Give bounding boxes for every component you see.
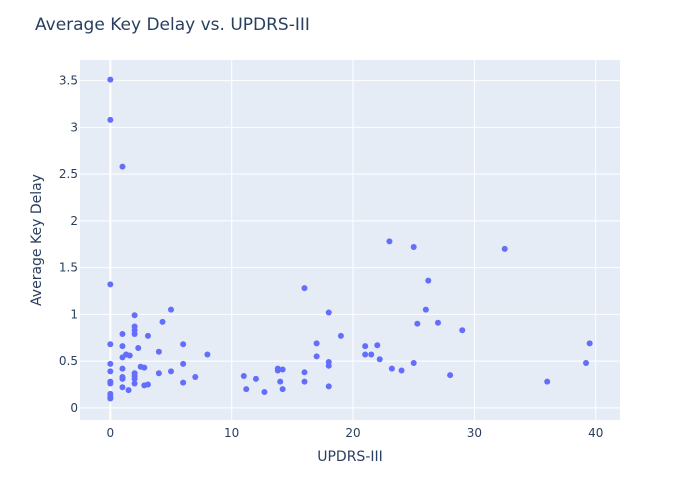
x-tick-label: 30 [467,426,482,440]
scatter-point [301,378,308,385]
scatter-point [119,163,126,170]
y-axis-title: Average Key Delay [29,174,45,306]
y-tick-label: 1 [70,307,78,321]
scatter-point [252,375,259,382]
data-points [107,76,593,402]
y-tick-label: 2 [70,214,78,228]
scatter-point [131,375,138,382]
plot-area [80,60,620,420]
scatter-point [434,319,441,326]
scatter-point [337,332,344,339]
y-tick-label: 0.5 [59,354,78,368]
scatter-point [180,360,187,367]
scatter-point [107,368,114,375]
scatter-point [388,365,395,372]
scatter-point [313,353,320,360]
y-tick-label: 0 [70,401,78,415]
scatter-point [374,342,381,349]
scatter-point [125,387,132,394]
scatter-point [301,369,308,376]
scatter-point [107,341,114,348]
scatter-point [414,320,421,327]
scatter-point [459,327,466,334]
scatter-point [425,277,432,284]
scatter-point [180,379,187,386]
scatter-point [107,380,114,387]
scatter-point [119,375,126,382]
scatter-point [501,245,508,252]
scatter-point [107,281,114,288]
scatter-point [243,386,250,393]
scatter-point [119,384,126,391]
scatter-point [362,343,369,350]
scatter-point [180,341,187,348]
scatter-point [410,359,417,366]
scatter-point [131,380,138,387]
x-tick-label: 40 [588,426,603,440]
y-tick-label: 3.5 [59,74,78,88]
scatter-point [107,360,114,367]
x-tick-label: 0 [107,426,115,440]
scatter-point [279,386,286,393]
scatter-point [368,351,375,358]
scatter-point [155,370,162,377]
scatter-point [586,340,593,347]
scatter-point [204,351,211,358]
scatter-point [261,388,268,395]
scatter-point [325,362,332,369]
scatter-point [119,343,126,350]
scatter-point [544,378,551,385]
scatter-point [277,378,284,385]
scatter-point [447,372,454,379]
scatter-point [274,367,281,374]
scatter-point [325,309,332,316]
scatter-point [141,364,148,371]
scatter-point [398,367,405,374]
x-tick-label: 20 [345,426,360,440]
scatter-point [159,318,166,325]
scatter-point [119,365,126,372]
scatter-point [386,238,393,245]
scatter-point [422,306,429,313]
scatter-point [155,348,162,355]
scatter-point [168,368,175,375]
scatter-point [126,352,133,359]
scatter-point [107,76,114,83]
grid-layer [80,60,620,420]
y-tick-label: 2.5 [59,167,78,181]
scatter-point [301,285,308,292]
x-axis-title: UPDRS-III [317,449,383,465]
scatter-point [107,116,114,123]
scatter-point [376,356,383,363]
x-tick-label: 10 [224,426,239,440]
scatter-point [144,381,151,388]
scatter-point [119,330,126,337]
scatter-point [325,383,332,390]
scatter-point [135,345,142,351]
scatter-point [583,359,590,366]
y-tick-label: 3 [70,120,78,134]
scatter-point [313,340,320,347]
scatter-point [168,306,175,313]
scatter-point [410,244,417,251]
scatter-point [192,373,199,380]
scatter-point [362,351,369,358]
scatter-point [107,395,114,402]
scatter-point [131,330,138,337]
scatter-point [131,312,138,319]
scatter-point [144,332,151,339]
scatter-point [279,366,286,373]
scatter-point [240,373,247,380]
tick-labels: 0 10 20 30 40 0 0.5 1 1.5 2 2.5 3 3.5 [59,74,603,440]
y-tick-label: 1.5 [59,261,78,275]
chart-title: Average Key Delay vs. UPDRS-III [35,15,310,35]
